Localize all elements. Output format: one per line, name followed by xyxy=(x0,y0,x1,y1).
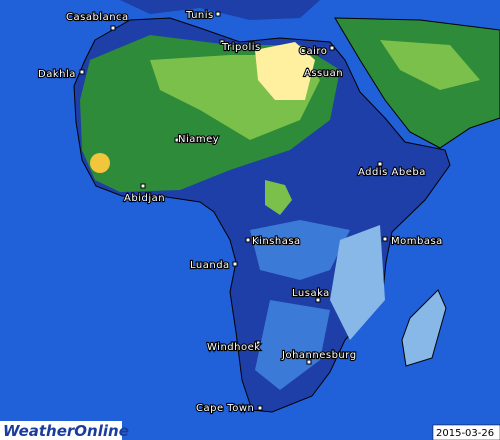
city-dot xyxy=(79,69,85,75)
city-dot xyxy=(140,183,146,189)
hot-spot xyxy=(90,153,110,173)
europe xyxy=(120,0,320,20)
city-label: Cairo xyxy=(299,46,327,57)
city-label: Niamey xyxy=(178,134,219,145)
city-label: Tunis xyxy=(185,10,214,21)
date-box xyxy=(432,424,500,440)
city-dot xyxy=(255,340,261,346)
city-dot xyxy=(377,161,383,167)
madagascar xyxy=(401,289,447,367)
blue-zone xyxy=(250,220,350,280)
city-dot xyxy=(219,39,225,45)
blue-zone xyxy=(255,300,330,390)
desert-zone xyxy=(255,42,315,100)
city-dot xyxy=(215,11,221,17)
city-dots xyxy=(79,11,388,411)
arabia-dry xyxy=(380,40,480,90)
city-dot xyxy=(306,359,312,365)
city-label: Cape Town xyxy=(196,403,254,414)
city-label: Windhoek xyxy=(207,342,261,353)
city-label: Dakhla xyxy=(38,69,76,80)
logo: WeatherOnline xyxy=(3,422,129,440)
city-label: Johannesburg xyxy=(281,350,357,361)
city-dot xyxy=(257,405,263,411)
light-blue-zone xyxy=(330,225,385,340)
city-label: Tripolis xyxy=(221,42,261,53)
city-dot xyxy=(329,45,335,51)
city-label: Addis Abeba xyxy=(358,167,426,178)
city-dot xyxy=(245,237,251,243)
city-label: Luanda xyxy=(190,260,230,271)
city-dot xyxy=(110,25,116,31)
city-dot xyxy=(337,69,343,75)
arabia xyxy=(334,17,500,149)
city-label: Abidjan xyxy=(124,193,165,204)
city-label: Assuan xyxy=(304,68,343,79)
city-dot xyxy=(232,261,238,267)
city-dot xyxy=(315,297,321,303)
city-label: Casablanca xyxy=(66,12,129,23)
city-label: Lusaka xyxy=(292,288,330,299)
city-label: Kinshasa xyxy=(252,236,301,247)
light-green-zone xyxy=(265,180,292,215)
logo-box xyxy=(0,421,122,440)
city-dot xyxy=(174,137,180,143)
date: 2015-03-26 xyxy=(436,428,494,439)
city-dot xyxy=(382,236,388,242)
city-label: Mombasa xyxy=(391,236,443,247)
